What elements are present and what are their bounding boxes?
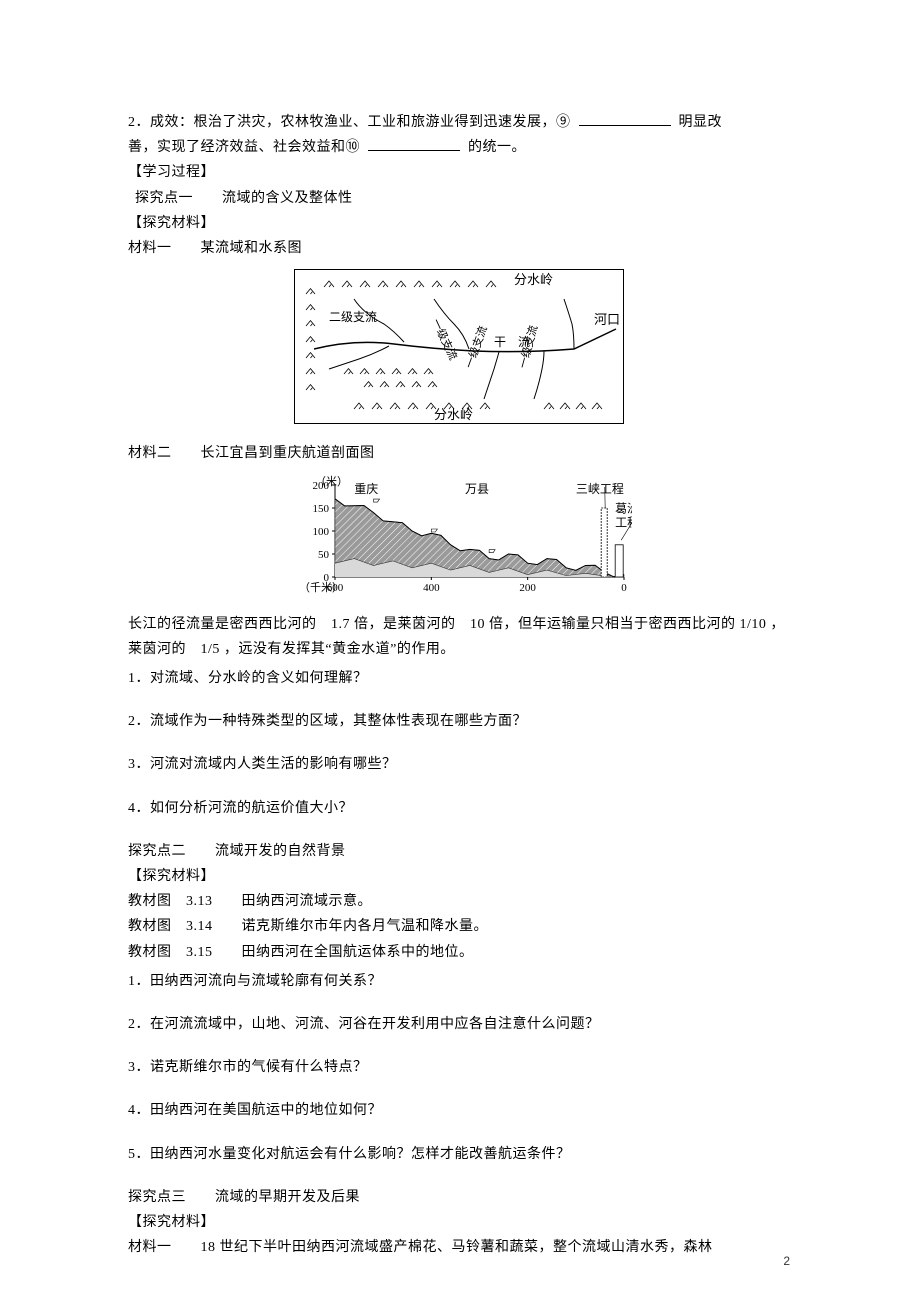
ex2-ref2: 教材图 3.14 诺克斯维尔市年内各月气温和降水量。 bbox=[128, 914, 790, 939]
svg-text:150: 150 bbox=[312, 503, 329, 515]
ex2-ref1: 教材图 3.13 田纳西河流域示意。 bbox=[128, 889, 790, 914]
ex1-q3: 3．河流对流域内人类生活的影响有哪些？ bbox=[128, 752, 790, 777]
ex2-q3: 3．诺克斯维尔市的气候有什么特点？ bbox=[128, 1055, 790, 1080]
ex1-q4: 4．如何分析河流的航运价值大小？ bbox=[128, 796, 790, 821]
watershed-diagram: 分水岭 分水岭 河口 干 流 二级支流 一级支流 一级支流 一级支流 bbox=[294, 269, 624, 424]
yangtze-paragraph: 长江的径流量是密西西比河的 1.7 倍，是莱茵河的 10 倍，但年运输量只相当于… bbox=[128, 612, 790, 662]
svg-text:0: 0 bbox=[621, 582, 627, 594]
ex3-material-1: 材料一 18 世纪下半叶田纳西河流域盛产棉花、马铃薯和蔬菜，整个流域山清水秀，森… bbox=[128, 1235, 790, 1260]
explore-3-material-heading: 【探究材料】 bbox=[128, 1210, 790, 1235]
item-2-line2-pre: 善，实现了经济效益、社会效益和⑩ bbox=[128, 140, 360, 155]
material-2-caption: 材料二 长江宜昌到重庆航道剖面图 bbox=[128, 441, 790, 466]
ex2-q5: 5．田纳西河水量变化对航运会有什么影响？怎样才能改善航运条件？ bbox=[128, 1142, 790, 1167]
explore-1-material-heading: 【探究材料】 bbox=[128, 211, 790, 236]
figure-watershed: 分水岭 分水岭 河口 干 流 二级支流 一级支流 一级支流 一级支流 bbox=[128, 269, 790, 433]
explore-2-material-heading: 【探究材料】 bbox=[128, 864, 790, 889]
svg-text:（米）: （米） bbox=[315, 475, 348, 488]
svg-text:（千米）: （千米） bbox=[299, 581, 343, 594]
label-divide-bottom: 分水岭 bbox=[434, 407, 473, 422]
item-2-line2-post: 的统一。 bbox=[468, 140, 526, 155]
explore-1-title: 探究点一 流域的含义及整体性 bbox=[128, 186, 790, 211]
blank-10 bbox=[368, 136, 460, 151]
svg-text:400: 400 bbox=[423, 582, 440, 594]
ex2-q2: 2．在河流流域中，山地、河流、河谷在开发利用中应各自注意什么问题？ bbox=[128, 1012, 790, 1037]
ex2-ref3: 教材图 3.15 田纳西河在全国航运体系中的地位。 bbox=[128, 940, 790, 965]
svg-text:工程: 工程 bbox=[615, 514, 632, 529]
ex2-q1: 1．田纳西河流向与流域轮廓有何关系？ bbox=[128, 969, 790, 994]
svg-text:200: 200 bbox=[519, 582, 536, 594]
ex1-q1: 1．对流域、分水岭的含义如何理解？ bbox=[128, 666, 790, 691]
item-2-line1: 2．成效：根治了洪灾，农林牧渔业、工业和旅游业得到迅速发展，⑨ 明显改 bbox=[128, 110, 790, 135]
material-1-caption: 材料一 某流域和水系图 bbox=[128, 236, 790, 261]
item-2-line1-pre: 2．成效：根治了洪灾，农林牧渔业、工业和旅游业得到迅速发展，⑨ bbox=[128, 115, 571, 130]
blank-9 bbox=[579, 111, 671, 126]
channel-profile-chart: 050100150200（米）6004002000（千米）重庆万县三峡工程葛洲坝… bbox=[287, 475, 632, 595]
explore-3-title: 探究点三 流域的早期开发及后果 bbox=[128, 1185, 790, 1210]
ex1-q2: 2．流域作为一种特殊类型的区域，其整体性表现在哪些方面？ bbox=[128, 709, 790, 734]
learning-process-heading: 【学习过程】 bbox=[128, 160, 790, 185]
label-outlet: 河口 bbox=[594, 312, 620, 327]
svg-text:100: 100 bbox=[312, 526, 329, 538]
item-2-line1-post: 明显改 bbox=[679, 115, 723, 130]
svg-text:三峡工程: 三峡工程 bbox=[575, 481, 623, 496]
item-2-line2: 善，实现了经济效益、社会效益和⑩ 的统一。 bbox=[128, 135, 790, 160]
svg-text:葛洲坝: 葛洲坝 bbox=[615, 501, 632, 515]
svg-text:万县: 万县 bbox=[465, 482, 489, 496]
svg-text:重庆: 重庆 bbox=[354, 482, 378, 496]
figure-profile: 050100150200（米）6004002000（千米）重庆万县三峡工程葛洲坝… bbox=[128, 475, 790, 604]
label-trib2: 二级支流 bbox=[329, 310, 377, 324]
page-number: 2 bbox=[783, 1251, 790, 1273]
label-divide-top: 分水岭 bbox=[514, 272, 553, 287]
svg-text:50: 50 bbox=[318, 549, 330, 561]
ex2-q4: 4．田纳西河在美国航运中的地位如何？ bbox=[128, 1098, 790, 1123]
explore-2-title: 探究点二 流域开发的自然背景 bbox=[128, 839, 790, 864]
